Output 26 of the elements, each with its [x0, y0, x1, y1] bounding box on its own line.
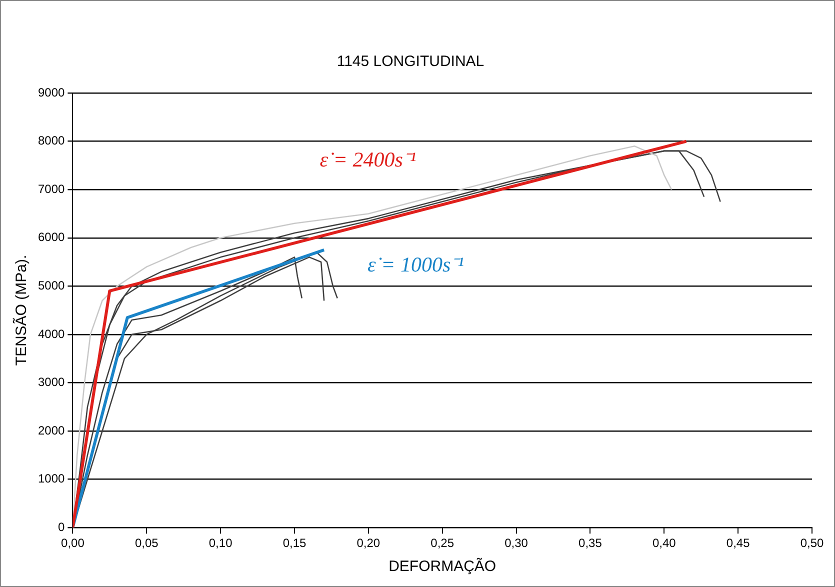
y-tick-label: 4000 [38, 326, 66, 341]
text: ε̇ = 1000s⁻¹ [368, 252, 464, 276]
y-tick-label: 0 [58, 520, 66, 534]
x-tick-label: 0,10 [208, 536, 233, 550]
y-tick-label: 7000 [38, 182, 66, 196]
x-tick-label: 0,30 [504, 536, 528, 550]
x-tick-label: 0,40 [652, 536, 676, 550]
y-tick-label: 8000 [38, 134, 66, 148]
y-tick-label: 3000 [38, 375, 66, 390]
y-tick-label: 6000 [38, 230, 66, 244]
x-tick-label: 0,25 [430, 536, 454, 550]
x-tick-label: 0,50 [800, 536, 824, 550]
y-tick-label: 9000 [38, 85, 66, 100]
x-tick-label: 0,00 [61, 536, 85, 550]
y-tick-label: 2000 [38, 423, 66, 438]
x-tick-label: 0,45 [726, 536, 750, 550]
y-tick-label: 5000 [38, 278, 66, 292]
series-label: ε̇ = 2400s⁻¹ [320, 148, 416, 172]
y-tick-label: 1000 [38, 472, 66, 486]
x-tick-label: 0,05 [134, 536, 159, 550]
x-tick-label: 0,20 [356, 536, 380, 550]
x-axis-title: DEFORMAÇÃO [388, 557, 496, 576]
x-tick-label: 0,35 [578, 536, 602, 550]
x-tick-label: 0,15 [282, 536, 306, 550]
chart-title: 1145 LONGITUDINAL [336, 53, 484, 70]
y-axis-title: TENSÃO (MPa). [12, 254, 30, 366]
